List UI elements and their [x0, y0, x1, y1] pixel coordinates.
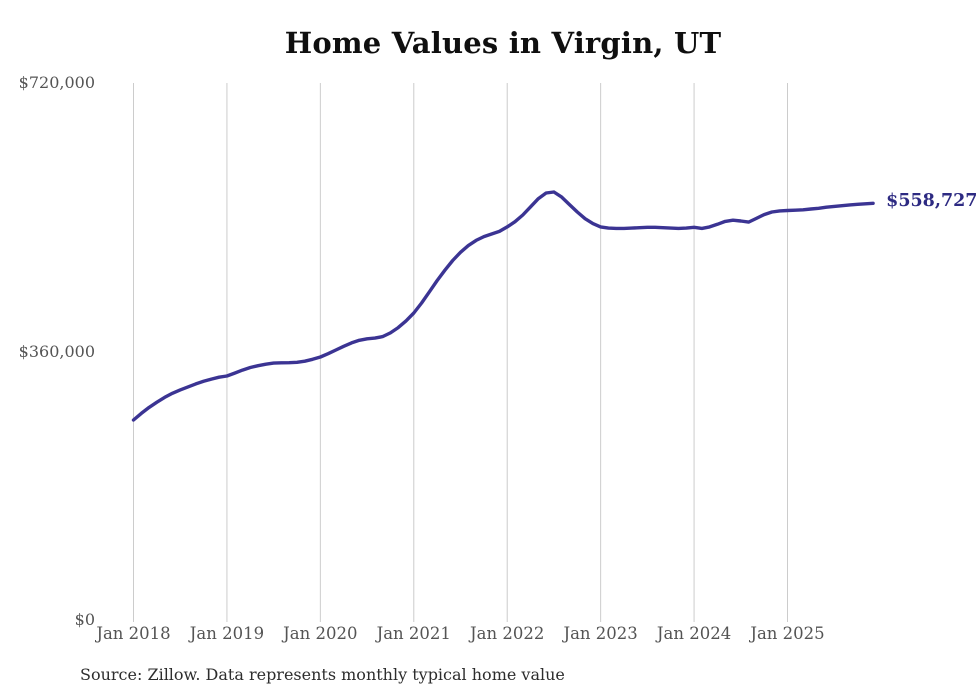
y-axis-tick-label: $0: [74, 610, 95, 629]
x-axis-tick-label: Jan 2025: [750, 624, 825, 643]
x-axis-tick-label: Jan 2021: [376, 624, 451, 643]
latest-value-label: $558,727: [886, 191, 978, 212]
source-note: Source: Zillow. Data represents monthly …: [80, 665, 565, 684]
x-axis-tick-label: Jan 2023: [563, 624, 638, 643]
y-axis-tick-label: $360,000: [18, 341, 95, 361]
chart-title: Home Values in Virgin, UT: [284, 26, 722, 60]
x-axis-tick-label: Jan 2024: [656, 624, 732, 643]
x-axis-tick-label: Jan 2020: [283, 624, 358, 643]
x-axis-tick-label: Jan 2018: [96, 624, 171, 643]
home-value-line: [131, 190, 875, 422]
x-axis-tick-label: Jan 2022: [470, 624, 545, 643]
y-axis-tick-label: $720,000: [18, 73, 95, 92]
x-axis-tick-label: Jan 2019: [189, 624, 265, 643]
